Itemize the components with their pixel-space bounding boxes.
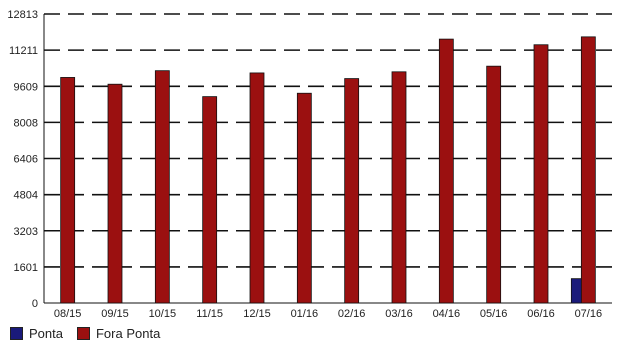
legend-label-ponta: Ponta [29, 326, 63, 341]
bar-fora-ponta-06-16 [533, 44, 549, 304]
y-tick-label-9609: 9609 [14, 81, 38, 93]
bar-fora-ponta-05-16 [486, 65, 502, 304]
bar-fora-ponta-01-16 [296, 92, 312, 304]
bar-fora-ponta-03-16 [391, 71, 407, 304]
bar-fora-ponta-07-16 [580, 36, 596, 304]
x-tick-label-10-15: 10/15 [149, 308, 177, 320]
bar-fora-ponta-08-15 [60, 77, 76, 304]
x-tick-label-07-16: 07/16 [575, 308, 603, 320]
x-tick-label-04-16: 04/16 [433, 308, 461, 320]
x-tick-label-03-16: 03/16 [385, 308, 413, 320]
bar-fora-ponta-11-15 [202, 96, 218, 304]
legend-swatch-ponta [10, 327, 23, 340]
x-tick-label-05-16: 05/16 [480, 308, 508, 320]
x-tick-label-12-15: 12/15 [243, 308, 271, 320]
y-tick-label-12813: 12813 [7, 9, 38, 21]
y-tick-label-8008: 8008 [14, 117, 38, 129]
x-tick-label-09-15: 09/15 [101, 308, 129, 320]
legend-swatch-fora-ponta [76, 327, 90, 340]
bar-fora-ponta-12-15 [249, 72, 265, 304]
legend-label-fora-ponta: Fora Ponta [95, 326, 161, 341]
legend: Ponta Fora Ponta [10, 326, 174, 341]
bar-fora-ponta-04-16 [438, 38, 454, 304]
y-tick-label-3203: 3203 [14, 226, 38, 238]
x-tick-label-01-16: 01/16 [291, 308, 319, 320]
legend-item-fora-ponta: Fora Ponta [76, 326, 161, 341]
bar-fora-ponta-10-15 [154, 70, 170, 304]
y-tick-label-4804: 4804 [14, 190, 38, 202]
y-tick-label-1601: 1601 [14, 262, 38, 274]
x-tick-label-08-15: 08/15 [54, 308, 82, 320]
x-tick-label-11-15: 11/15 [196, 308, 223, 320]
legend-item-ponta: Ponta [10, 326, 63, 341]
y-tick-label-6406: 6406 [14, 154, 38, 166]
x-tick-label-02-16: 02/16 [338, 308, 366, 320]
bar-fora-ponta-09-15 [107, 83, 123, 304]
y-tick-label-11211: 11211 [9, 45, 38, 57]
bar-fora-ponta-02-16 [344, 78, 360, 304]
x-tick-label-06-16: 06/16 [527, 308, 555, 320]
y-tick-label-0: 0 [32, 298, 38, 310]
